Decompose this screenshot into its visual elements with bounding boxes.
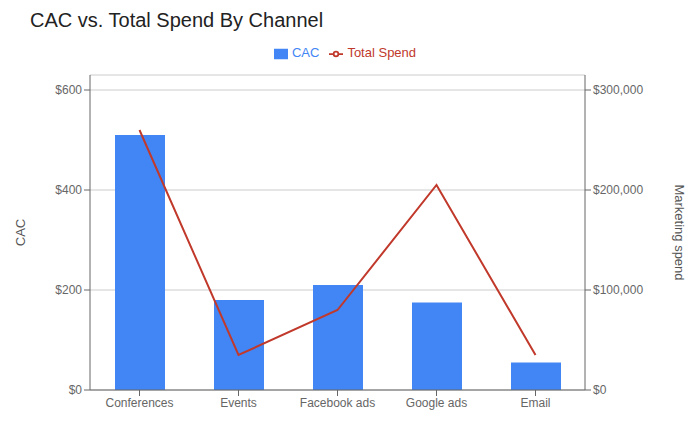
svg-text:Google ads: Google ads [406,396,467,410]
svg-text:CAC: CAC [13,219,28,246]
svg-text:Events: Events [220,396,257,410]
svg-text:$100,000: $100,000 [593,283,643,297]
svg-text:Marketing spend: Marketing spend [672,184,687,280]
svg-text:Facebook ads: Facebook ads [300,396,375,410]
svg-text:Conferences: Conferences [105,396,173,410]
svg-text:$200: $200 [55,283,82,297]
html-text:CAC vs. Total Spend By Channel: CAC vs. Total Spend By Channel [30,9,324,31]
svg-text:$400: $400 [55,183,82,197]
svg-text:$300,000: $300,000 [593,83,643,97]
html-text:CAC: CAC [291,45,320,60]
svg-text:$0: $0 [593,383,607,397]
html-text:Total Spend: Total Spend [347,45,417,60]
svg-text:$200,000: $200,000 [593,183,643,197]
svg-text:$600: $600 [55,83,82,97]
svg-text:Email: Email [520,396,550,410]
svg-text:$0: $0 [69,383,83,397]
